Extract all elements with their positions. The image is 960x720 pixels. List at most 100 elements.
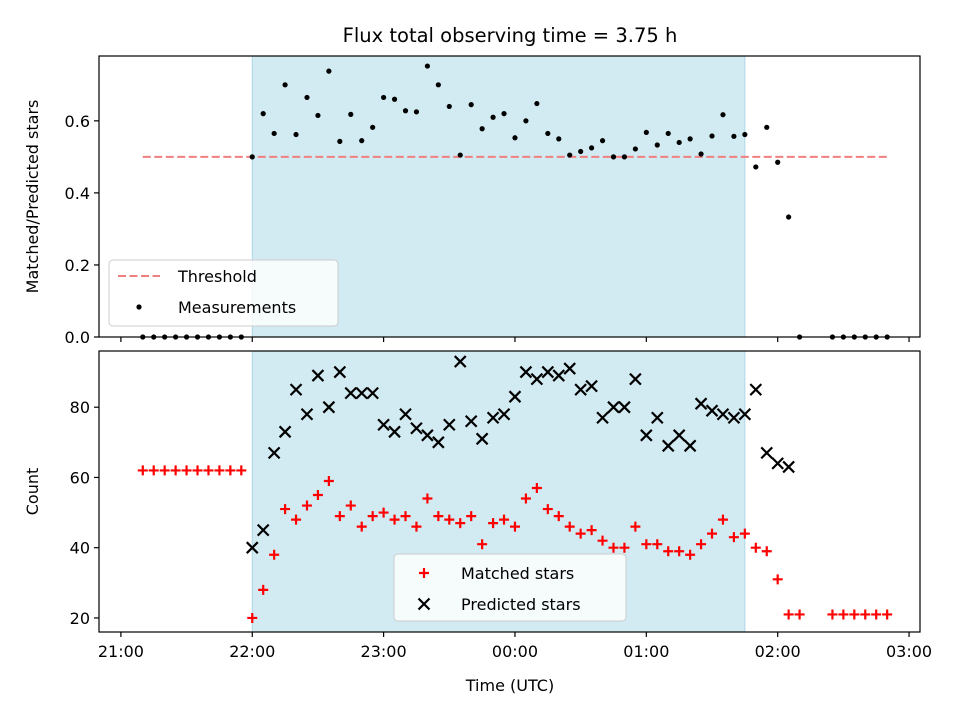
measurement-point: [665, 130, 671, 137]
matched-star-point: [356, 521, 367, 532]
matched-star-point: [641, 539, 652, 550]
matched-star-point: [192, 465, 203, 476]
predicted-star-point: [464, 414, 478, 428]
measurement-point: [479, 126, 485, 132]
matched-star-point: [159, 465, 170, 476]
matched-star-point: [422, 493, 433, 504]
matched-star-point: [696, 539, 707, 550]
measurement-point: [764, 124, 770, 130]
y-tick-label: 0.4: [65, 184, 90, 203]
measurement-point: [501, 111, 507, 117]
predicted-star-point: [486, 411, 500, 425]
y-axis-label: Count: [23, 468, 42, 516]
legend-measurement-swatch: [136, 304, 142, 310]
predicted-star-point: [716, 407, 730, 421]
predicted-star-point: [289, 383, 303, 396]
measurement-point: [490, 114, 496, 120]
predicted-star-point: [738, 407, 752, 421]
matched-star-point: [334, 511, 345, 522]
predicted-star-point: [344, 386, 358, 400]
x-tick-label: 23:00: [361, 642, 407, 661]
measurement-point: [578, 148, 584, 155]
matched-star-point: [269, 549, 280, 560]
matched-star-point: [860, 609, 871, 620]
matched-star-point: [739, 528, 750, 539]
axes-frame: [98, 350, 921, 633]
matched-star-point: [181, 465, 192, 476]
matched-star-point: [312, 490, 323, 501]
matched-star-point: [586, 525, 597, 536]
matched-star-point: [531, 482, 542, 493]
legend: Matched stars Predicted stars: [393, 553, 627, 622]
measurement-point: [271, 130, 277, 137]
predicted-star-point: [355, 386, 368, 400]
matched-star-point: [619, 542, 630, 553]
predicted-star-point: [497, 407, 511, 421]
x-axis-label: Time (UTC): [465, 676, 554, 695]
matched-star-point: [323, 475, 334, 486]
x-tick-label: 22:00: [229, 642, 275, 661]
matched-star-point: [542, 504, 553, 515]
predicted-star-point: [661, 439, 675, 453]
measurement-point: [348, 111, 354, 117]
matched-star-point: [455, 518, 466, 529]
measurement-point: [512, 135, 518, 141]
predicted-star-point: [333, 365, 347, 379]
predicted-star-point: [574, 383, 587, 396]
y-tick-label: 60: [70, 468, 90, 487]
measurement-point: [632, 146, 638, 152]
top-panel: 0.0 0.2 0.4 0.6 Matched/Predicted stars Thres…: [23, 55, 921, 347]
matched-star-point: [411, 521, 422, 532]
matched-star-point: [170, 465, 181, 476]
legend-box: [393, 553, 627, 622]
matched-star-point: [783, 609, 794, 620]
measurement-point: [534, 100, 540, 107]
measurement-point: [731, 133, 737, 139]
legend-measurement-label: Measurements: [178, 298, 296, 317]
x-tick-label: 01:00: [623, 642, 669, 661]
predicted-star-point: [256, 523, 270, 537]
matched-star-point: [433, 511, 444, 522]
matched-star-point: [849, 609, 860, 620]
predicted-star-point: [421, 429, 434, 442]
predicted-star-point: [388, 425, 401, 439]
bottom-panel: 20 40 60 80 21:00 22:00 23:00 00:00 01:00 02:00 03…: [23, 350, 932, 695]
measurement-point: [260, 111, 266, 117]
axes-frame: [98, 55, 921, 338]
matched-star-point: [663, 546, 674, 557]
measurement-point: [413, 109, 420, 115]
matched-star-point: [772, 574, 783, 585]
matched-star-point: [509, 521, 520, 532]
measurement-point: [742, 131, 748, 138]
matched-star-point: [728, 532, 739, 543]
predicted-star-point: [322, 400, 336, 414]
measurement-point: [567, 152, 573, 158]
predicted-star-point: [782, 460, 795, 474]
measurement-point: [337, 138, 343, 144]
predicted-star-point: [519, 365, 533, 379]
matched-star-point: [301, 500, 312, 511]
measurement-point: [249, 154, 255, 160]
measurement-point: [523, 118, 529, 124]
predicted-star-point: [541, 365, 555, 379]
matched-star-point: [225, 465, 236, 476]
measurement-point: [698, 151, 704, 157]
measurement-point: [599, 138, 606, 144]
predicted-star-point: [585, 379, 598, 393]
predicted-star-point: [410, 421, 423, 435]
predicted-star-point: [552, 369, 566, 382]
matched-star-point: [707, 528, 718, 539]
matched-star-point: [345, 500, 356, 511]
matched-star-point: [553, 511, 564, 522]
chart-title: Flux total observing time = 3.75 h: [343, 24, 678, 47]
matched-star-point: [871, 609, 882, 620]
predicted-star-point: [771, 457, 784, 470]
predicted-star-point: [683, 439, 697, 453]
measurement-point: [468, 102, 474, 108]
measurement-point: [424, 63, 430, 69]
predicted-star-point: [694, 397, 708, 410]
measurement-point: [654, 142, 660, 148]
matched-star-point: [214, 465, 225, 476]
matched-star-point: [575, 528, 586, 539]
